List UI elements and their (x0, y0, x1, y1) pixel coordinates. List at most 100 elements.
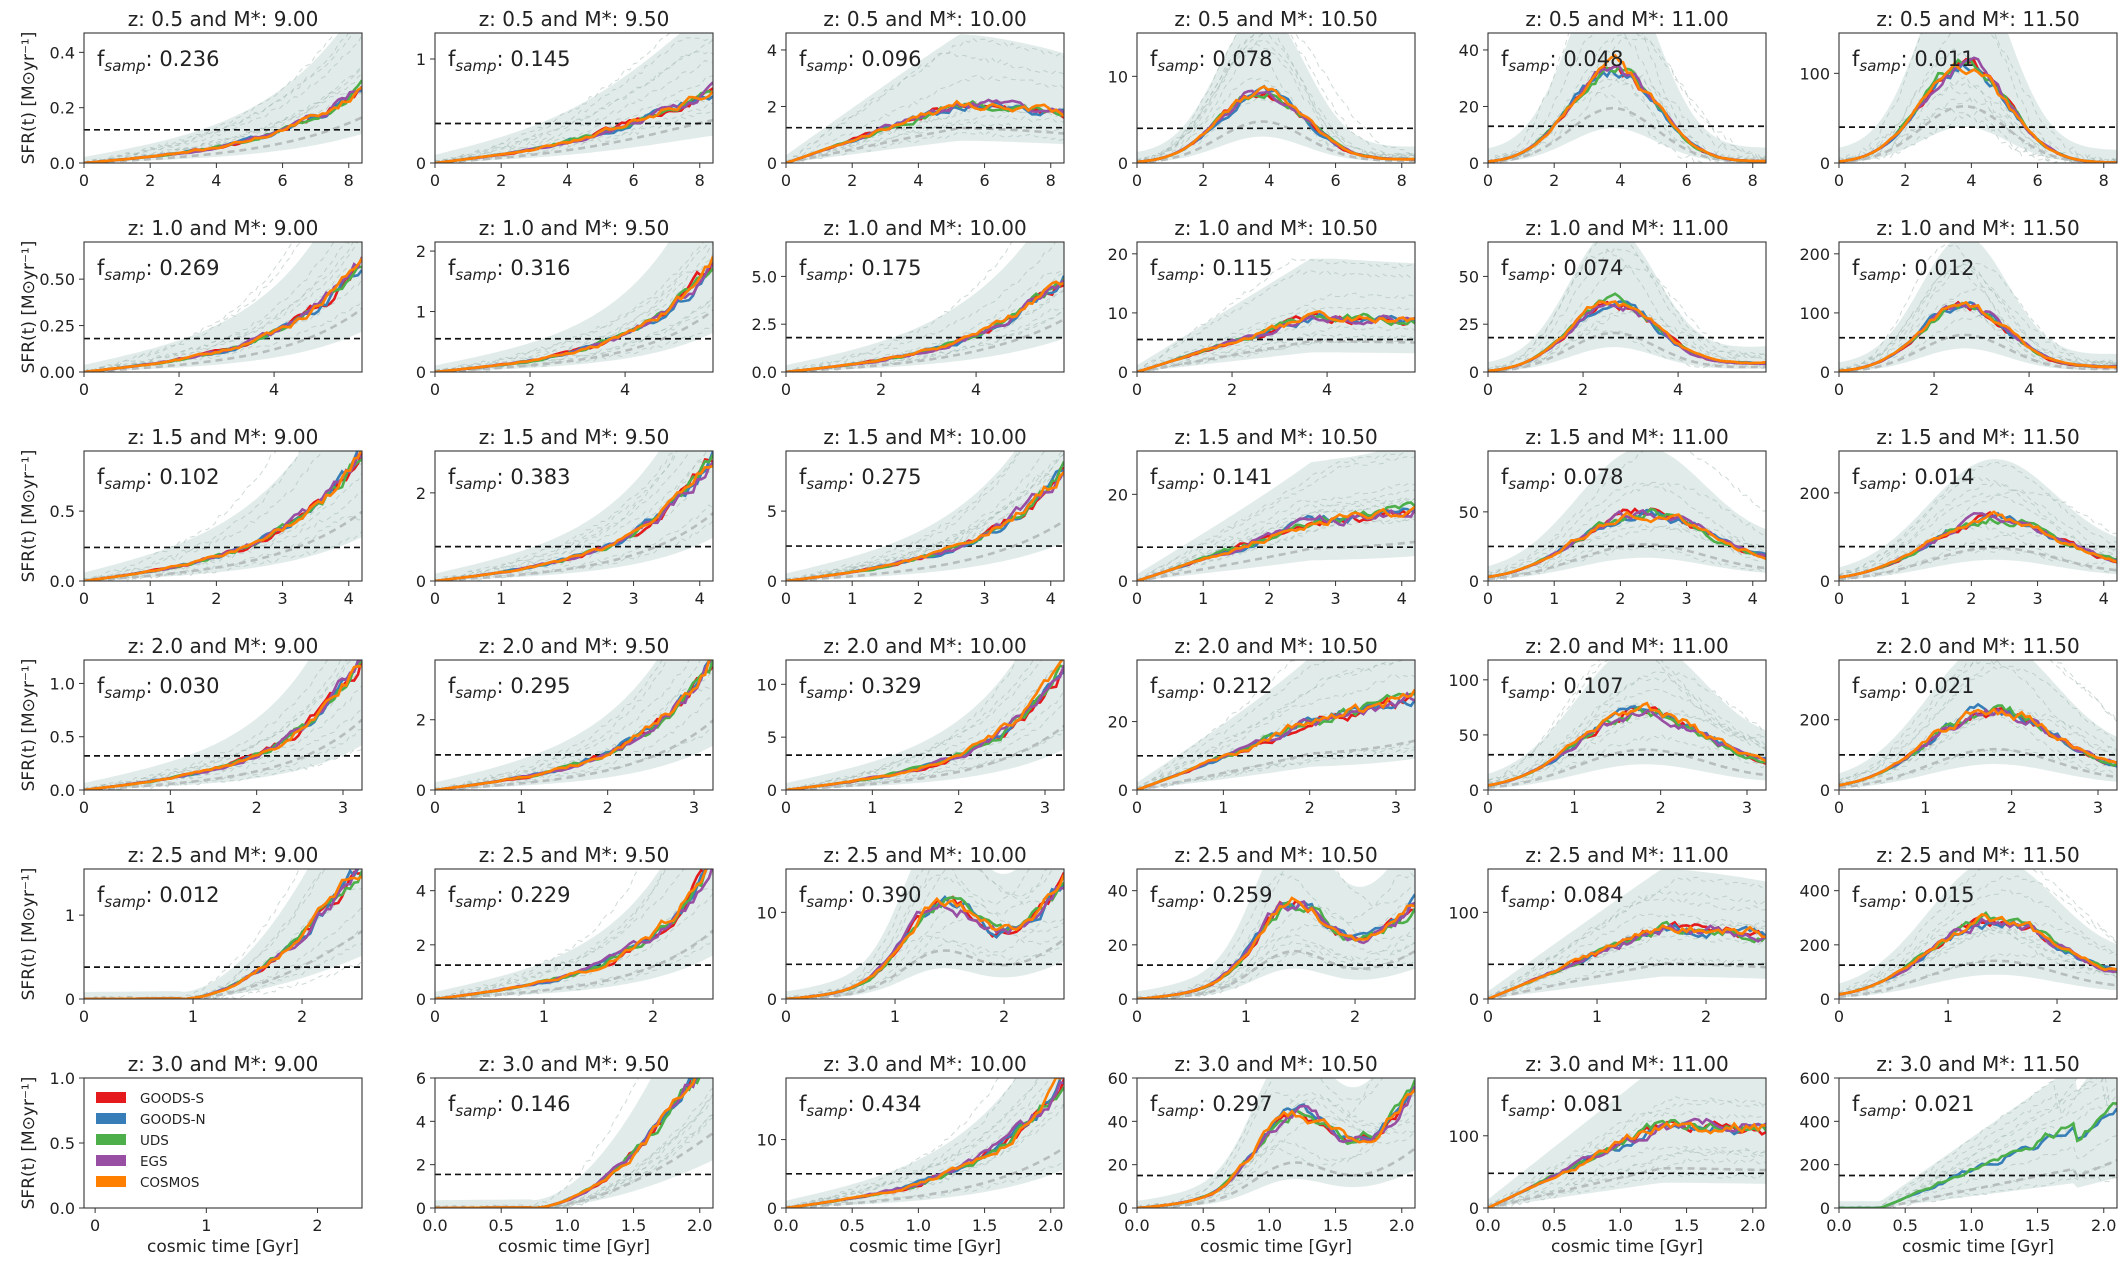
median-history (435, 118, 713, 163)
sample-history (84, 660, 352, 789)
x-tick-label: 2 (1929, 380, 1939, 399)
y-tick-label: 0.4 (50, 43, 75, 62)
x-tick-label: 1 (890, 1007, 900, 1026)
panel-z1.5-m10.00: z: 1.5 and M*: 10.00 fsamp: 0.275 0 1 2 3 4 0 5 (767, 425, 1065, 608)
fsamp-annotation: fsamp: 0.269 (97, 256, 219, 284)
x-tick-label: 4 (562, 171, 572, 190)
median-history (1137, 540, 1415, 581)
axes-frame (1136, 868, 1416, 1000)
y-tick-label: 0 (1469, 1199, 1479, 1218)
y-tick-label: 20 (1108, 485, 1128, 504)
sample-history (435, 670, 713, 790)
series-cosmos (1137, 896, 1415, 999)
x-tick-label: 1 (867, 798, 877, 817)
sample-history (786, 918, 1064, 999)
x-tick-label: 0 (90, 1216, 100, 1235)
sample-history (1488, 1147, 1766, 1208)
x-tick-label: 3 (1681, 589, 1691, 608)
y-tick-label: 50 (1459, 267, 1479, 286)
sample-history (1839, 665, 2117, 785)
fsamp-annotation: fsamp: 0.074 (1501, 256, 1623, 284)
panel-z1.0-m11.50: z: 1.0 and M*: 11.50 fsamp: 0.012 0 2 4 0 100 2… (1799, 216, 2118, 399)
fsamp-annotation: fsamp: 0.212 (1150, 674, 1272, 702)
axes-frame (434, 450, 714, 582)
sample-history (1137, 940, 1415, 999)
sample-history (435, 39, 713, 162)
sample-history (1839, 926, 2117, 997)
y-tick-label: 0 (416, 363, 426, 382)
plot-area (1137, 660, 1415, 790)
sample-history (435, 660, 663, 790)
median-history (1839, 747, 2117, 789)
sample-history (84, 748, 362, 790)
uncertainty-band (1488, 33, 1766, 163)
axes-frame (1487, 32, 1767, 164)
panel-title: z: 2.5 and M*: 9.00 (128, 843, 319, 867)
x-tick-label: 1 (145, 589, 155, 608)
panel-title: z: 1.5 and M*: 9.50 (479, 425, 670, 449)
legend-swatch (96, 1176, 126, 1187)
x-tick-label: 0 (781, 589, 791, 608)
panel-z3.0-m11.00: z: 3.0 and M*: 11.00 fsamp: 0.081 0.0 0.5 1.… (1448, 1052, 1767, 1257)
y-tick-label: 40 (1108, 882, 1128, 901)
sample-history (1488, 1095, 1766, 1208)
x-tick-label: 2 (999, 1007, 1009, 1026)
series-cosmos (1839, 300, 2117, 372)
series-cosmos (1137, 310, 1415, 372)
x-tick-label: 1 (1920, 798, 1930, 817)
panel-title: z: 2.0 and M*: 10.50 (1174, 634, 1377, 658)
x-tick-label: 2 (496, 171, 506, 190)
median-history (1137, 339, 1415, 372)
panel-z3.0-m10.50: z: 3.0 and M*: 10.50 fsamp: 0.297 0.0 0.5 1.… (1108, 1052, 1416, 1257)
x-tick-label: 0 (1483, 1007, 1493, 1026)
uncertainty-band (786, 34, 1064, 163)
panel-z1.0-m10.50: z: 1.0 and M*: 10.50 fsamp: 0.115 0 2 4 0 10 20 (1108, 216, 1416, 399)
sample-history (1488, 303, 1766, 372)
sample-history (435, 102, 713, 163)
axes-frame (434, 868, 714, 1000)
series-cosmos (1839, 510, 2117, 579)
sample-history (435, 109, 713, 163)
x-tick-label: 1.0 (906, 1216, 931, 1235)
x-tick-label: 2.0 (1740, 1216, 1765, 1235)
x-tick-label: 3 (2032, 589, 2042, 608)
panel-z2.5-m9.50: z: 2.5 and M*: 9.50 fsamp: 0.229 0 1 2 0 2 4 (416, 843, 714, 1026)
x-tick-label: 0 (430, 798, 440, 817)
sample-history (1137, 674, 1415, 790)
x-tick-label: 6 (628, 171, 638, 190)
panel-title: z: 1.5 and M*: 10.00 (823, 425, 1026, 449)
y-tick-label: 25 (1459, 315, 1479, 334)
x-tick-label: 1 (165, 798, 175, 817)
plot-area (1488, 1078, 1766, 1208)
x-tick-label: 0 (1483, 798, 1493, 817)
sample-history (786, 869, 1049, 999)
x-tick-label: 1 (1241, 1007, 1251, 1026)
median-history (786, 318, 1064, 372)
axes-frame (434, 32, 714, 164)
legend-entry-uds: UDS (96, 1133, 169, 1149)
x-tick-label: 0 (1834, 589, 1844, 608)
y-tick-label: 200 (1799, 711, 1830, 730)
sample-history (1137, 456, 1415, 581)
axes-frame (83, 32, 363, 164)
x-tick-label: 1.5 (2025, 1216, 2050, 1235)
y-tick-label: 0.00 (39, 363, 75, 382)
axes-frame (1838, 241, 2118, 373)
axes-frame (434, 1077, 714, 1209)
x-tick-label: 3 (628, 589, 638, 608)
x-tick-label: 2 (174, 380, 184, 399)
sample-history (786, 915, 1064, 999)
plot-area (1488, 451, 1766, 581)
x-tick-label: 0 (1483, 589, 1493, 608)
panel-title: z: 1.0 and M*: 10.50 (1174, 216, 1377, 240)
series-cosmos (1488, 701, 1766, 787)
median-history (1137, 1147, 1415, 1208)
x-tick-label: 4 (971, 380, 981, 399)
y-tick-label: 10 (757, 903, 777, 922)
series-cosmos (786, 660, 1064, 790)
panel-title: z: 0.5 and M*: 10.50 (1174, 7, 1377, 31)
x-tick-label: 6 (2032, 171, 2042, 190)
sample-history (84, 664, 362, 790)
plot-area (1137, 258, 1415, 372)
x-tick-label: 2 (145, 171, 155, 190)
